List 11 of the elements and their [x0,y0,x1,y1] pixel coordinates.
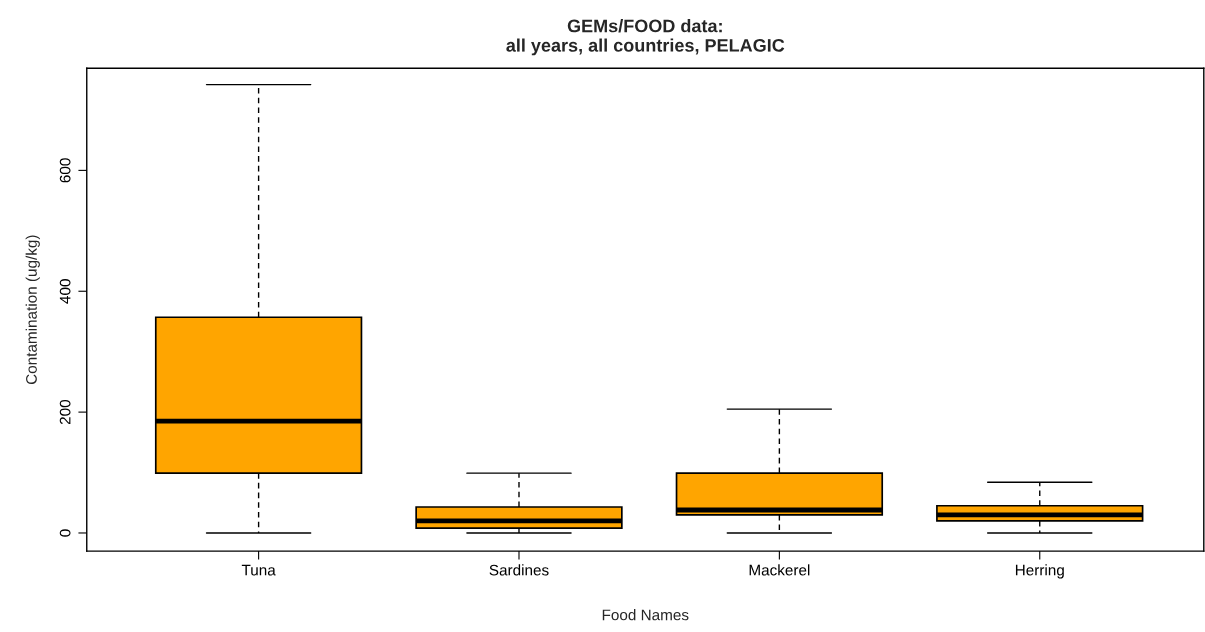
x-tick-label: Mackerel [749,564,810,576]
y-tick-label: 600 [59,158,71,183]
x-axis-title: Food Names [602,609,689,621]
chart-title: GEMs/FOOD data: all years, all countries, PELAGIC [506,19,785,56]
y-tick-label: 0 [59,529,71,537]
y-tick-label: 200 [59,399,71,425]
x-tick-label: Herring [1015,564,1064,579]
y-axis-title: Contamination (ug/kg) [25,235,40,385]
x-tick-label: Sardines [489,564,549,576]
y-tick-label: 400 [59,279,71,304]
x-tick-label: Tuna [241,564,276,576]
